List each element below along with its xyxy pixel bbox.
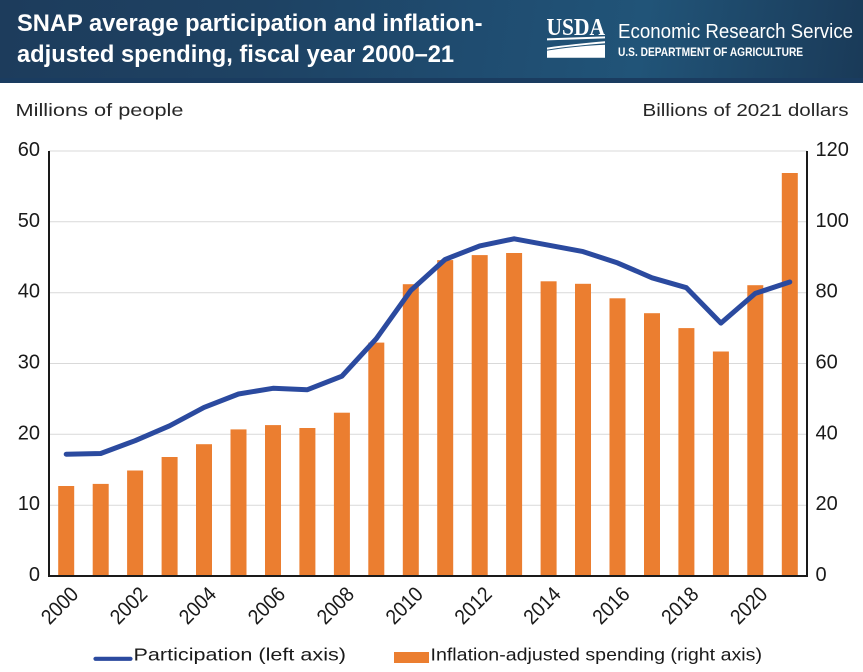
svg-text:0: 0 [816,564,827,586]
svg-text:2012: 2012 [450,583,496,629]
svg-text:60: 60 [18,139,40,161]
svg-text:2008: 2008 [313,583,359,629]
svg-text:2010: 2010 [382,583,428,629]
svg-text:Billions of 2021 dollars: Billions of 2021 dollars [643,100,849,120]
svg-text:10: 10 [18,493,40,515]
svg-text:80: 80 [816,281,838,303]
svg-text:40: 40 [816,422,838,444]
svg-text:2000: 2000 [37,583,83,629]
svg-text:30: 30 [18,352,40,374]
svg-text:2002: 2002 [106,583,152,629]
svg-text:Inflation-adjusted spending (r: Inflation-adjusted spending (right axis) [431,645,763,665]
svg-text:2020: 2020 [726,583,772,629]
svg-text:Millions of people: Millions of people [16,100,184,120]
svg-text:20: 20 [18,422,40,444]
svg-text:2006: 2006 [244,583,290,629]
svg-text:40: 40 [18,281,40,303]
svg-text:100: 100 [816,210,849,232]
svg-text:60: 60 [816,352,838,374]
svg-text:2004: 2004 [175,583,222,630]
svg-text:2014: 2014 [519,583,566,630]
svg-text:2016: 2016 [588,583,634,629]
svg-text:Participation (left axis): Participation (left axis) [134,645,347,665]
svg-text:2018: 2018 [657,583,703,629]
svg-text:120: 120 [816,139,849,161]
svg-text:50: 50 [18,210,40,232]
svg-text:20: 20 [816,493,838,515]
svg-text:0: 0 [29,564,40,586]
